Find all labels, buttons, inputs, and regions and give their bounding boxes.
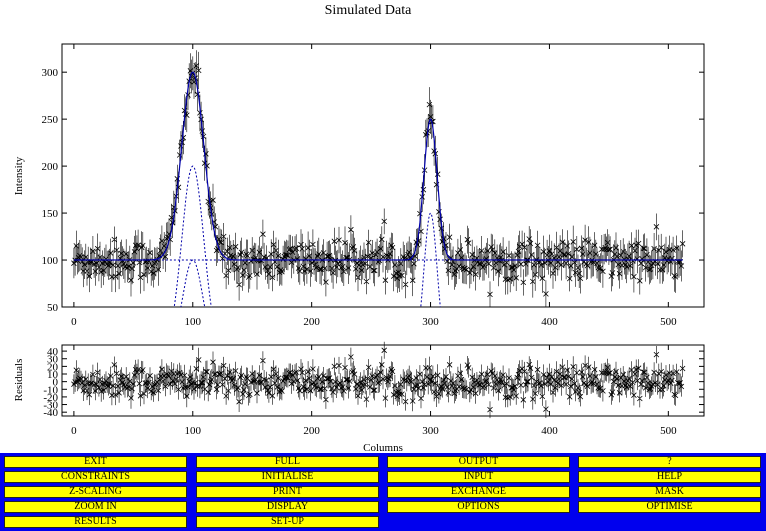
main-y-tick-label: 200	[42, 161, 59, 173]
residuals-x-tick-label: 0	[71, 425, 77, 437]
menu-button-options[interactable]: OPTIONS	[387, 501, 570, 513]
residual-point-markers	[71, 347, 686, 413]
data-point-markers	[71, 63, 686, 298]
main-x-tick-label: 100	[185, 316, 202, 328]
main-x-tick-label: 0	[71, 316, 77, 328]
menu-button-input[interactable]: INPUT	[387, 471, 570, 483]
residuals-y-tick-label: 20	[47, 361, 59, 373]
main-y-tick-label: 100	[42, 255, 59, 267]
data-error-bars	[73, 50, 683, 308]
main-y-axis-label: Intensity	[13, 156, 25, 195]
menu-button-initialise[interactable]: INITIALISE	[196, 471, 379, 483]
residuals-y-tick-label: -20	[43, 392, 58, 404]
chart-title: Simulated Data	[325, 3, 412, 18]
menu-button-zoom-in[interactable]: ZOOM IN	[4, 501, 187, 513]
residuals-y-tick-label: -30	[43, 400, 58, 412]
main-plot-frame	[61, 43, 705, 308]
residuals-y-tick-label: 40	[47, 346, 59, 358]
menu-button-set-up[interactable]: SET-UP	[196, 516, 379, 528]
residuals-x-tick-label: 500	[660, 425, 677, 437]
main-y-tick-label: 150	[42, 208, 59, 220]
residuals-y-tick-label: 10	[47, 369, 59, 381]
menu-button-z-scaling[interactable]: Z-SCALING	[4, 486, 187, 498]
menu-button-constraints[interactable]: CONSTRAINTS	[4, 471, 187, 483]
main-y-tick-label: 50	[47, 302, 59, 314]
command-menu: EXIT FULL OUTPUT? CONSTRAINTS INITIALISE INPU…	[0, 453, 766, 531]
main-x-tick-label: 500	[660, 316, 677, 328]
residuals-y-tick-label: -10	[43, 384, 58, 396]
residuals-x-tick-label: 400	[541, 425, 558, 437]
main-plot-layer: 0 100 200 300 400 500 50 100 150 200 250 300	[42, 44, 704, 328]
main-x-tick-label: 200	[303, 316, 320, 328]
component-peak-2	[180, 259, 206, 307]
menu-button-display[interactable]: DISPLAY	[196, 501, 379, 513]
residuals-x-tick-label: 200	[303, 425, 320, 437]
menu-button-exit[interactable]: EXIT	[4, 456, 187, 468]
main-x-tick-label: 300	[422, 316, 439, 328]
residuals-x-tick-label: 100	[185, 425, 202, 437]
menu-button-exchange[interactable]: EXCHANGE	[387, 486, 570, 498]
menu-button-print[interactable]: PRINT	[196, 486, 379, 498]
menu-button-mask[interactable]: MASK	[578, 486, 761, 498]
residuals-y-tick-label: 0	[53, 377, 59, 389]
residuals-y-tick-label: -40	[43, 407, 58, 419]
main-y-tick-label: 300	[42, 67, 59, 79]
menu-button-question[interactable]: ?	[578, 456, 761, 468]
menu-button-full[interactable]: FULL	[196, 456, 379, 468]
residuals-y-tick-label: 30	[47, 354, 59, 366]
component-peak-1	[173, 165, 212, 307]
plot-area: Simulated Data 0 100 200 300 400 500501001502…	[13, 3, 705, 453]
residuals-x-tick-label: 300	[422, 425, 439, 437]
residuals-plot-frame	[61, 344, 705, 417]
main-x-tick-label: 400	[541, 316, 558, 328]
residuals-y-axis-label: Residuals	[13, 359, 25, 402]
menu-button-help[interactable]: HELP	[578, 471, 761, 483]
menu-button-optimise[interactable]: OPTIMISE	[578, 501, 761, 513]
menu-button-results[interactable]: RESULTS	[4, 516, 187, 528]
main-y-tick-label: 250	[42, 114, 59, 126]
fit-line	[73, 71, 683, 261]
x-axis-label: Columns	[363, 442, 403, 453]
menu-button-output[interactable]: OUTPUT	[387, 456, 570, 468]
